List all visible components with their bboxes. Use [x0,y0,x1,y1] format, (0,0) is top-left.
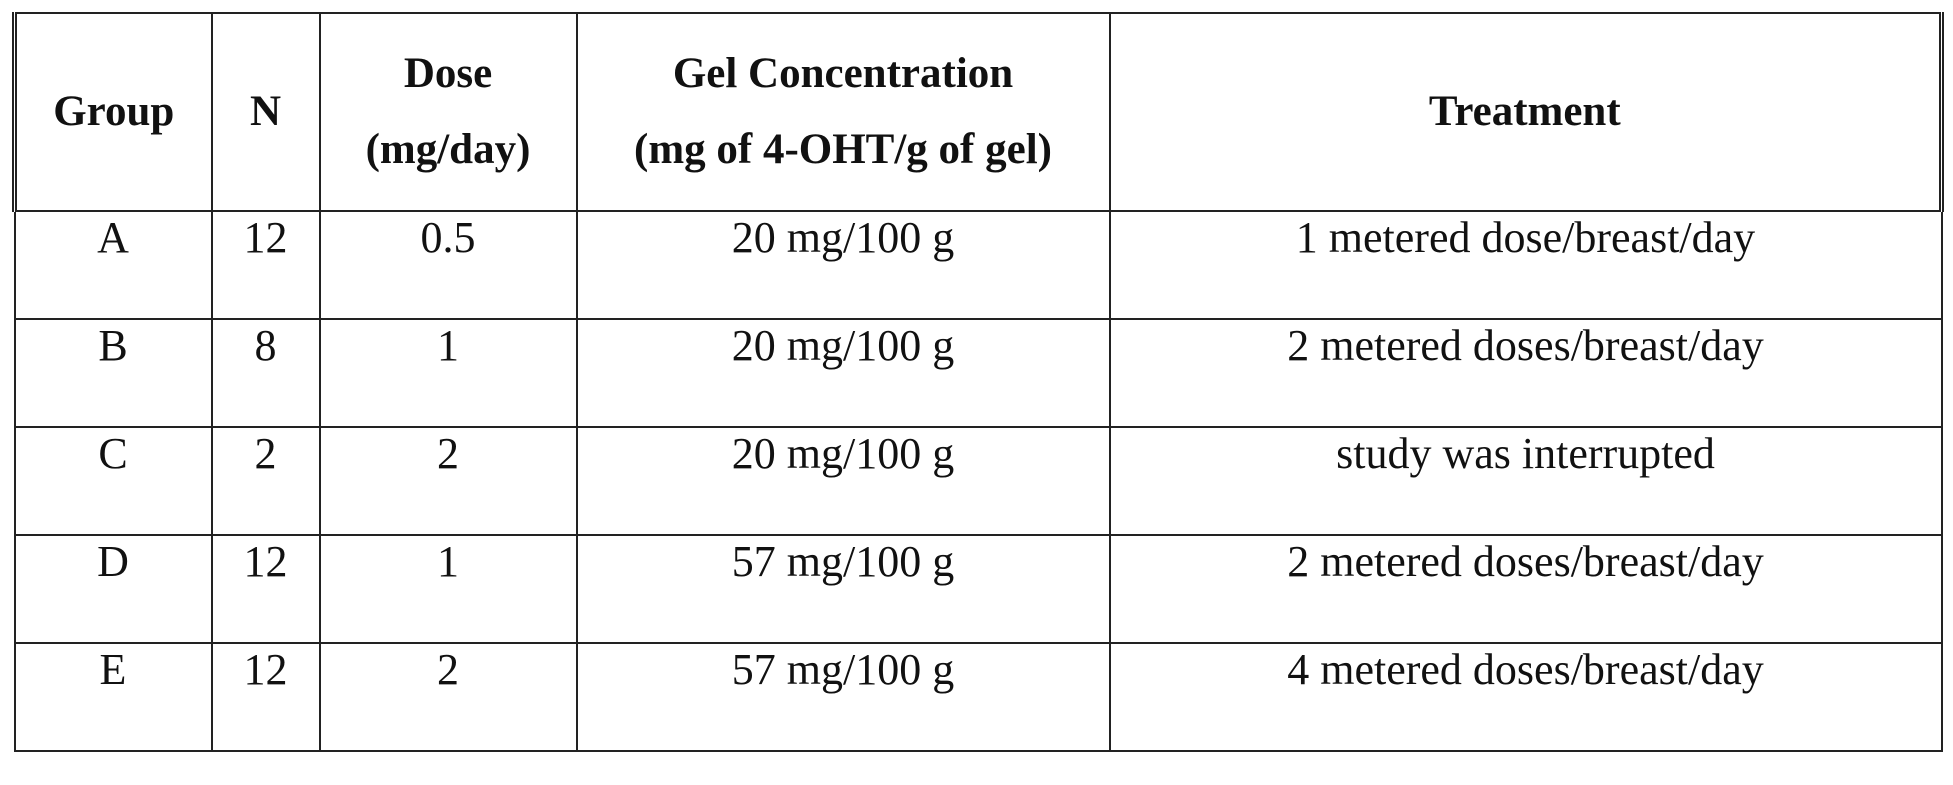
table-container: Group N Dose (mg/day) Gel Concentration … [12,12,1944,752]
table-row: A 12 0.5 20 mg/100 g 1 metered dose/brea… [13,210,1943,320]
cell-treatment: study was interrupted [1108,426,1943,536]
header-row: Group N Dose (mg/day) Gel Concentration … [12,12,1944,212]
table-row: E 12 2 57 mg/100 g 4 metered doses/breas… [13,642,1943,752]
header-group: Group [12,12,213,212]
cell-dose: 0.5 [318,210,578,320]
cell-n: 12 [210,210,321,320]
cell-treatment: 2 metered doses/breast/day [1108,318,1943,428]
cell-concentration: 57 mg/100 g [575,642,1111,752]
cell-treatment: 4 metered doses/breast/day [1108,642,1943,752]
cell-treatment: 2 metered doses/breast/day [1108,534,1943,644]
cell-dose: 2 [318,426,578,536]
cell-concentration: 57 mg/100 g [575,534,1111,644]
table-row: B 8 1 20 mg/100 g 2 metered doses/breast… [13,318,1943,428]
cell-n: 12 [210,642,321,752]
header-dose: Dose (mg/day) [318,12,578,212]
cell-group: B [13,318,213,428]
cell-group: A [13,210,213,320]
cell-dose: 1 [318,318,578,428]
cell-dose: 1 [318,534,578,644]
cell-n: 8 [210,318,321,428]
dose-table: Group N Dose (mg/day) Gel Concentration … [12,12,1944,752]
cell-group: D [13,534,213,644]
header-treatment: Treatment [1108,12,1944,212]
cell-n: 12 [210,534,321,644]
cell-group: C [13,426,213,536]
cell-concentration: 20 mg/100 g [575,318,1111,428]
cell-concentration: 20 mg/100 g [575,210,1111,320]
header-gel-concentration: Gel Concentration (mg of 4-OHT/g of gel) [575,12,1111,212]
cell-concentration: 20 mg/100 g [575,426,1111,536]
table-row: D 12 1 57 mg/100 g 2 metered doses/breas… [13,534,1943,644]
cell-group: E [13,642,213,752]
cell-dose: 2 [318,642,578,752]
table-row: C 2 2 20 mg/100 g study was interrupted [13,426,1943,536]
cell-treatment: 1 metered dose/breast/day [1108,210,1943,320]
cell-n: 2 [210,426,321,536]
header-n: N [210,12,321,212]
